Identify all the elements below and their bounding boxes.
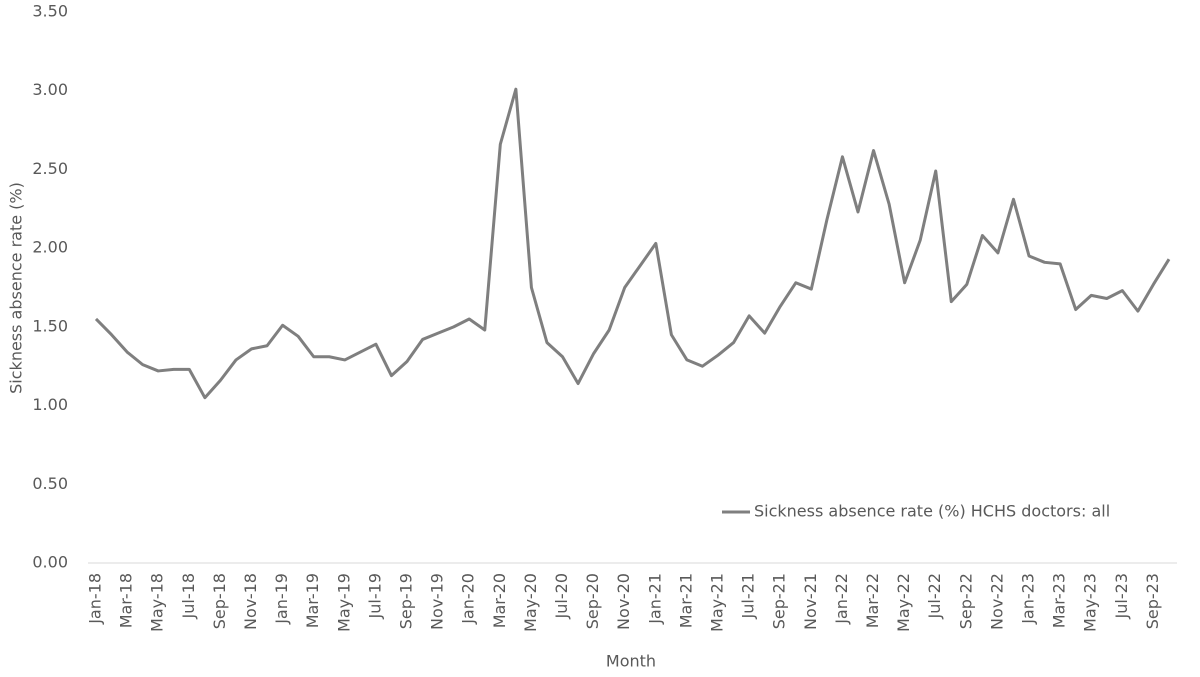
x-tick-label: May-22: [894, 573, 913, 632]
y-tick-label: 0.50: [32, 474, 68, 493]
x-tick-label: Mar-21: [676, 573, 695, 628]
x-tick-label: Jul-20: [552, 573, 571, 619]
x-tick-label: Mar-22: [863, 573, 882, 628]
x-tick-label: Nov-20: [614, 573, 633, 630]
y-tick-label: 0.00: [32, 553, 68, 572]
x-tick-label: Nov-22: [987, 573, 1006, 630]
x-tick-label: May-19: [334, 573, 353, 632]
x-tick-label: Sep-18: [210, 573, 229, 629]
x-tick-label: Mar-23: [1050, 573, 1069, 628]
y-axis-title: Sickness absence rate (%): [7, 182, 26, 394]
x-tick-label: Jul-23: [1112, 573, 1131, 619]
x-tick-label: Jan-21: [645, 573, 664, 625]
x-tick-label: Jul-21: [739, 573, 758, 619]
x-tick-label: Mar-19: [303, 573, 322, 628]
x-tick-label: Jan-19: [272, 573, 291, 625]
x-tick-label: Sep-21: [770, 573, 789, 629]
x-tick-label: Jul-19: [365, 573, 384, 619]
y-tick-label: 1.00: [32, 395, 68, 414]
x-axis-title: Month: [606, 652, 656, 671]
y-tick-label: 1.50: [32, 316, 68, 335]
x-tick-label: Jan-22: [832, 573, 851, 625]
x-tick-label: May-18: [148, 573, 167, 632]
y-tick-label: 3.00: [32, 80, 68, 99]
x-tick-label: Nov-18: [241, 573, 260, 630]
x-tick-label: Jul-22: [925, 573, 944, 619]
x-tick-label: Mar-18: [117, 573, 136, 628]
x-tick-label: Mar-20: [490, 573, 509, 628]
x-tick-label: Sep-19: [397, 573, 416, 629]
x-tick-label: Jul-18: [179, 573, 198, 619]
x-tick-label: Jan-18: [86, 573, 105, 625]
y-tick-label: 2.50: [32, 159, 68, 178]
x-tick-label: Sep-22: [956, 573, 975, 629]
x-tick-label: Nov-21: [801, 573, 820, 630]
y-tick-label: 2.00: [32, 238, 68, 257]
x-tick-label: Nov-19: [428, 573, 447, 630]
data-line: [94, 87, 1171, 400]
x-tick-label: Jan-20: [459, 573, 478, 625]
x-tick-label: May-23: [1081, 573, 1100, 632]
x-tick-label: May-20: [521, 573, 540, 632]
x-tick-label: Jan-23: [1019, 573, 1038, 625]
x-tick-label: Sep-20: [583, 573, 602, 629]
y-tick-label: 3.50: [32, 2, 68, 21]
x-tick-label: May-21: [708, 573, 727, 632]
legend-label: Sickness absence rate (%) HCHS doctors: …: [754, 502, 1110, 521]
x-tick-label: Sep-23: [1143, 573, 1162, 629]
